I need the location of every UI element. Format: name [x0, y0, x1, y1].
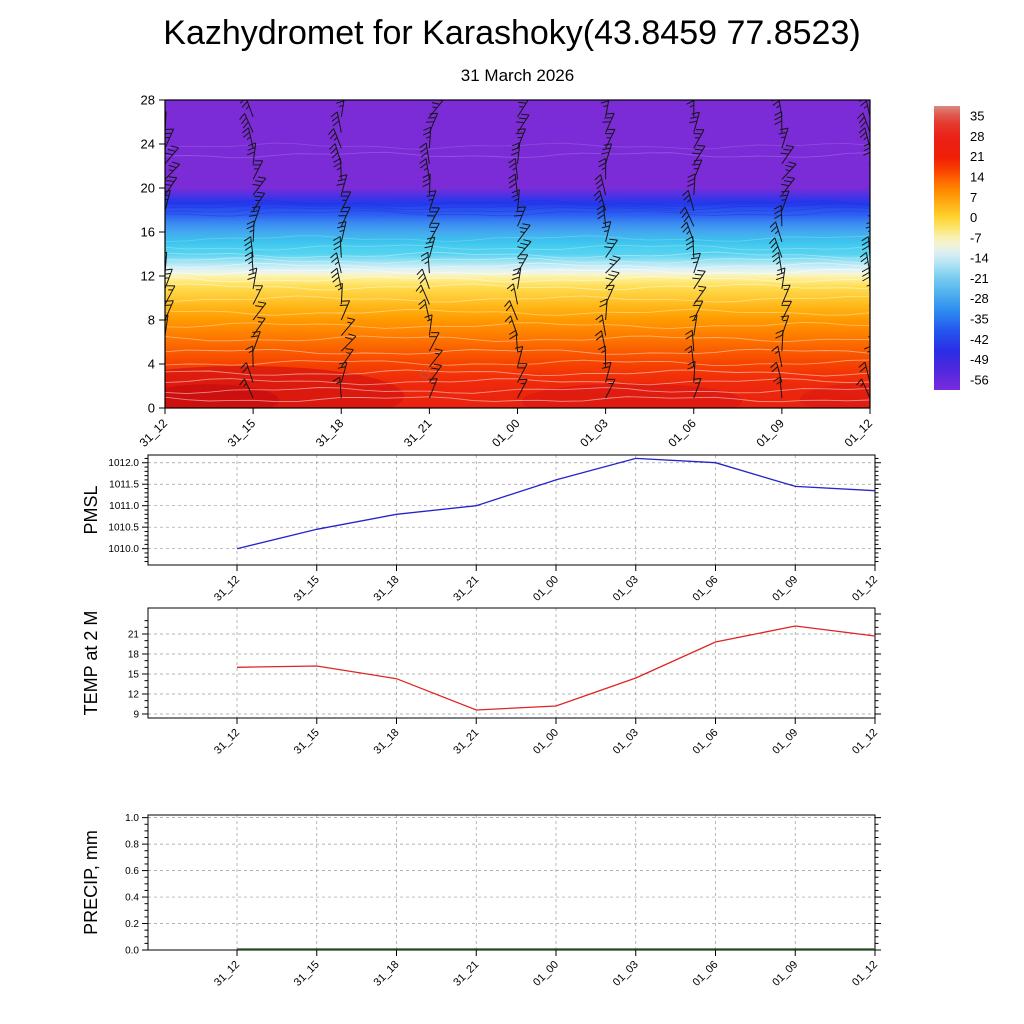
svg-text:-56: -56 [970, 372, 989, 387]
svg-text:1.0: 1.0 [125, 813, 139, 824]
chart-subtitle: 31 March 2026 [460, 66, 575, 85]
svg-text:4: 4 [148, 357, 155, 372]
svg-text:-49: -49 [970, 352, 989, 367]
svg-text:28: 28 [141, 93, 155, 108]
svg-text:0.6: 0.6 [125, 866, 139, 877]
svg-text:31_21: 31_21 [451, 959, 481, 989]
svg-text:1010.0: 1010.0 [108, 544, 139, 555]
svg-text:0.2: 0.2 [125, 919, 139, 930]
svg-text:9: 9 [133, 710, 139, 721]
svg-text:8: 8 [148, 313, 155, 328]
svg-text:TEMP at 2 M: TEMP at 2 M [81, 611, 101, 716]
svg-text:PMSL: PMSL [81, 485, 101, 534]
svg-text:28: 28 [970, 129, 984, 144]
svg-text:1012.0: 1012.0 [108, 458, 139, 469]
svg-text:24: 24 [141, 137, 155, 152]
svg-text:18: 18 [128, 650, 140, 661]
svg-text:0.0: 0.0 [125, 946, 139, 957]
svg-text:01_06: 01_06 [691, 959, 721, 989]
svg-text:35: 35 [970, 109, 984, 124]
svg-text:-42: -42 [970, 332, 989, 347]
svg-text:01_00: 01_00 [531, 959, 561, 989]
svg-text:-7: -7 [970, 230, 982, 245]
svg-text:0.8: 0.8 [125, 840, 139, 851]
svg-text:12: 12 [141, 269, 155, 284]
svg-text:12: 12 [128, 690, 140, 701]
svg-text:0.4: 0.4 [125, 893, 139, 904]
svg-text:20: 20 [141, 181, 155, 196]
svg-text:-28: -28 [970, 291, 989, 306]
svg-text:01_09: 01_09 [770, 959, 800, 989]
svg-text:16: 16 [141, 225, 155, 240]
svg-text:31_12: 31_12 [212, 959, 242, 989]
svg-text:15: 15 [128, 670, 140, 681]
svg-text:0: 0 [148, 401, 155, 416]
svg-text:-14: -14 [970, 251, 989, 266]
svg-text:01_03: 01_03 [611, 959, 641, 989]
svg-text:1010.5: 1010.5 [108, 523, 139, 534]
svg-text:7: 7 [970, 190, 977, 205]
svg-text:31_15: 31_15 [292, 959, 322, 989]
svg-text:21: 21 [128, 630, 140, 641]
svg-text:01_12: 01_12 [850, 959, 880, 989]
svg-text:31_18: 31_18 [372, 959, 402, 989]
svg-text:PRECIP, mm: PRECIP, mm [81, 830, 101, 935]
svg-text:-35: -35 [970, 312, 989, 327]
svg-text:-21: -21 [970, 271, 989, 286]
svg-text:1011.0: 1011.0 [109, 501, 139, 512]
page-title: Kazhydromet for Karashoky(43.8459 77.852… [163, 14, 861, 52]
svg-text:0: 0 [970, 210, 977, 225]
svg-text:14: 14 [970, 170, 984, 185]
svg-text:1011.5: 1011.5 [109, 480, 139, 491]
svg-text:21: 21 [970, 149, 984, 164]
